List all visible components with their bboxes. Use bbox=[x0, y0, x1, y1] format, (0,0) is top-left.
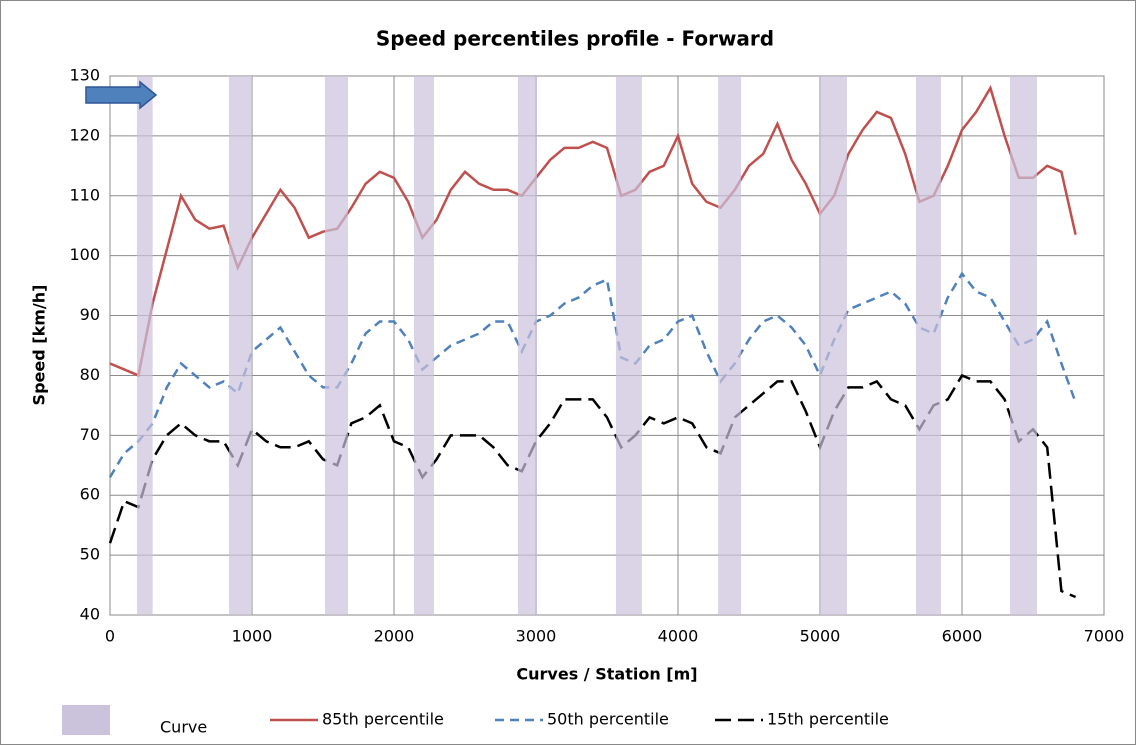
y-axis-label: Speed [km/h] bbox=[30, 285, 49, 406]
legend-label: Curve bbox=[160, 718, 207, 737]
y-tick-label: 80 bbox=[80, 365, 100, 384]
series-line bbox=[109, 84, 1077, 378]
y-tick-label: 60 bbox=[80, 485, 100, 504]
y-tick-label: 90 bbox=[80, 305, 100, 324]
curve-band bbox=[324, 76, 348, 615]
curve-band bbox=[615, 76, 642, 615]
legend-label: 50th percentile bbox=[547, 710, 669, 729]
curve-band bbox=[915, 76, 941, 615]
legend: Curve 85th percentile 50th percentile 15th … bbox=[62, 705, 889, 737]
series-line bbox=[108, 271, 1077, 478]
series-line bbox=[108, 373, 1077, 599]
y-tick-label: 120 bbox=[69, 125, 100, 144]
plot-area: 40 50 60 70 80 90 100 110 120 130 0 1000 2000 3000 400… bbox=[69, 66, 1124, 646]
x-tick-label: 3000 bbox=[516, 627, 557, 646]
curve-band bbox=[819, 76, 847, 615]
x-axis-label: Curves / Station [m] bbox=[516, 665, 697, 684]
curve-band bbox=[1009, 76, 1037, 615]
legend-label: 15th percentile bbox=[767, 710, 889, 729]
x-tick-label: 6000 bbox=[942, 627, 983, 646]
curve-band bbox=[718, 76, 742, 615]
y-tick-label: 70 bbox=[80, 425, 100, 444]
y-tick-label: 50 bbox=[80, 545, 100, 564]
curve-band bbox=[414, 76, 435, 615]
x-tick-label: 7000 bbox=[1084, 627, 1125, 646]
direction-arrow bbox=[85, 80, 158, 110]
x-tick-label: 2000 bbox=[374, 627, 415, 646]
y-tick-label: 130 bbox=[69, 66, 100, 85]
curve-band bbox=[517, 76, 537, 615]
legend-swatch bbox=[62, 705, 110, 735]
curve-band bbox=[228, 76, 252, 615]
y-tick-label: 40 bbox=[80, 605, 100, 624]
legend-label: 85th percentile bbox=[322, 710, 444, 729]
curve-band bbox=[136, 76, 153, 615]
y-tick-label: 100 bbox=[69, 245, 100, 264]
plot-frame bbox=[109, 75, 1105, 616]
chart-title: Speed percentiles profile - Forward bbox=[376, 27, 774, 51]
x-tick-label: 0 bbox=[105, 627, 115, 646]
y-tick-label: 110 bbox=[69, 185, 100, 204]
x-tick-label: 1000 bbox=[232, 627, 273, 646]
x-tick-label: 5000 bbox=[800, 627, 841, 646]
x-tick-label: 4000 bbox=[658, 627, 699, 646]
